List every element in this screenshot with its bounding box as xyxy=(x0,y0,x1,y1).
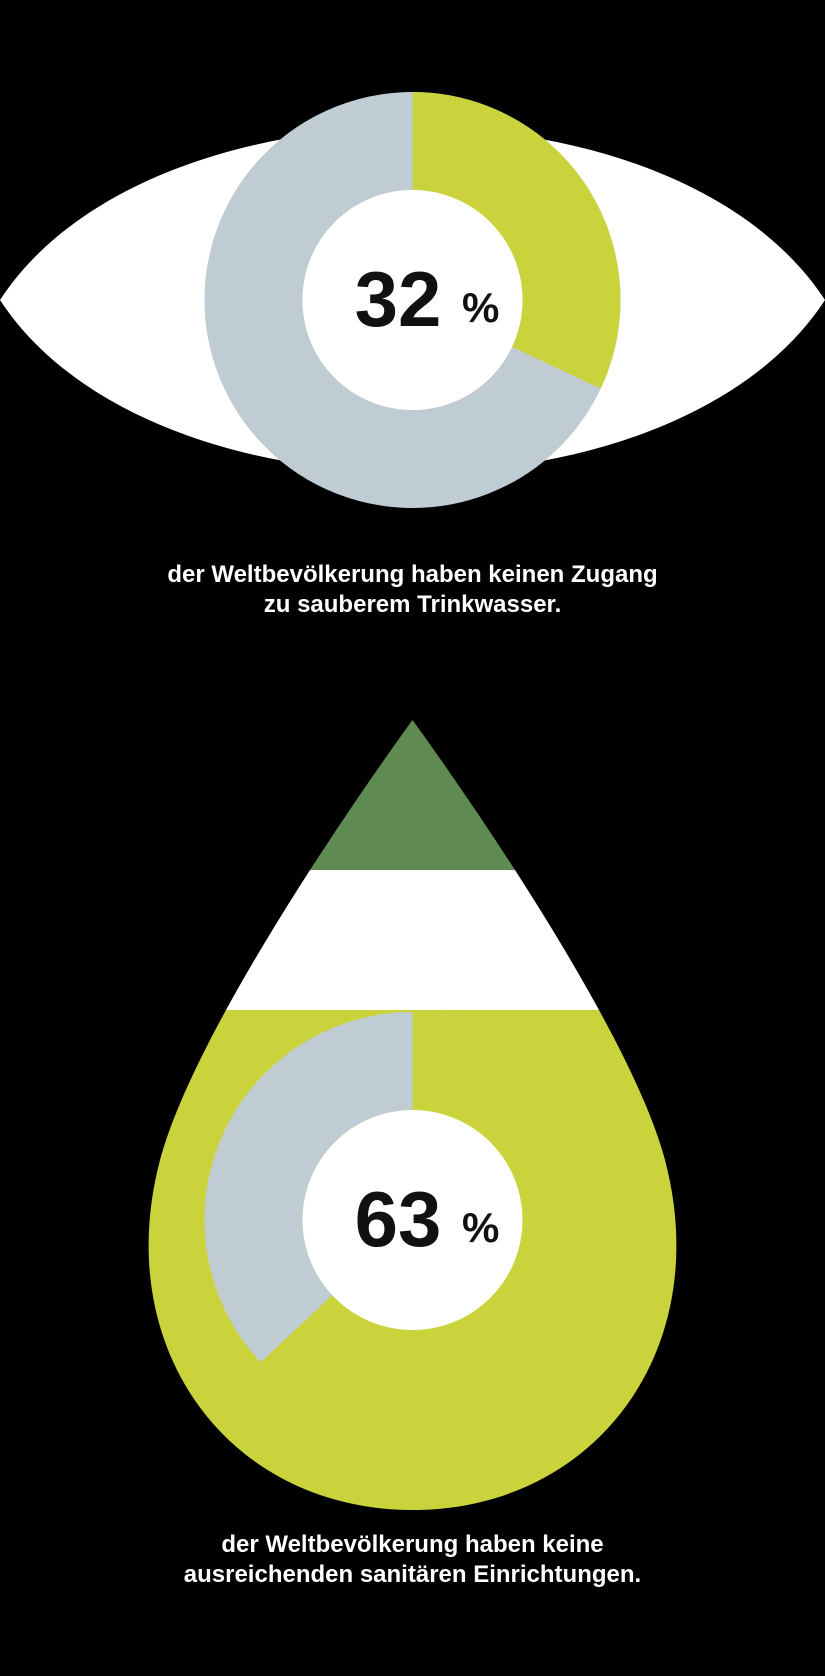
bottom-caption: der Weltbevölkerung haben keine ausreich… xyxy=(0,1530,825,1590)
bottom-panel: 63 % der Weltbevölkerung haben keine aus… xyxy=(0,680,825,1676)
donut2-center-number: 63 xyxy=(355,1175,442,1263)
top-panel: 32 % der Weltbevölkerung haben keinen Zu… xyxy=(0,0,825,760)
donut-center-number: 32 xyxy=(355,255,442,343)
bottom-caption-line2: ausreichenden sanitären Einrichtungen. xyxy=(184,1561,641,1588)
donut-center-percent: % xyxy=(462,284,499,331)
drop-donut-svg: 63 % xyxy=(0,680,825,1580)
drop-band-top xyxy=(0,680,825,870)
donut2-center-percent: % xyxy=(462,1204,499,1251)
top-caption: der Weltbevölkerung haben keinen Zugang … xyxy=(0,560,825,620)
top-caption-line2: zu sauberem Trinkwasser. xyxy=(264,591,561,618)
bottom-caption-line1: der Weltbevölkerung haben keine xyxy=(221,1531,603,1558)
drop-band-mid xyxy=(0,870,825,1010)
top-caption-line1: der Weltbevölkerung haben keinen Zugang xyxy=(167,561,657,588)
